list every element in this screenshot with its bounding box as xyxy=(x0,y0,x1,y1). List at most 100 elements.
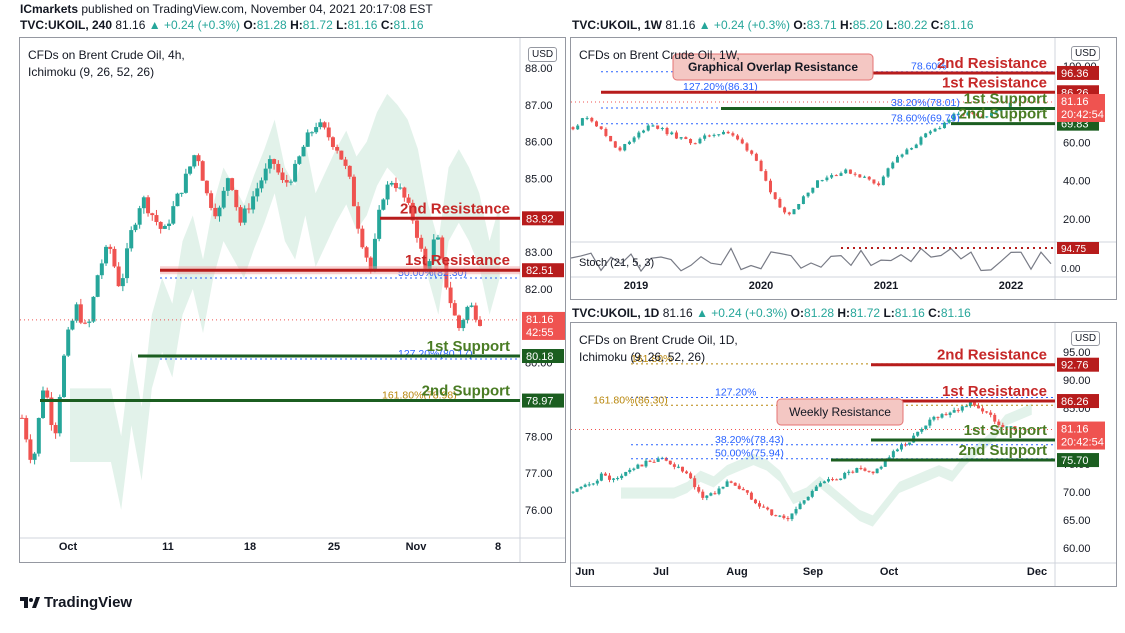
level-price-tag xyxy=(522,393,564,408)
candle-body xyxy=(213,207,218,217)
current-price-tag xyxy=(522,311,565,340)
currency-button[interactable]: USD xyxy=(528,47,558,62)
candle-body xyxy=(263,168,268,181)
level-label: 1st Resistance xyxy=(942,74,1047,91)
candle-body xyxy=(798,503,802,510)
chart-1d-canvas[interactable]: 95.0090.0085.0080.0075.0070.0065.0060.00… xyxy=(571,323,1116,586)
publisher-name: ICmarkets xyxy=(20,2,79,16)
candle-body xyxy=(895,156,899,163)
candle-body xyxy=(188,166,193,174)
candle-body xyxy=(587,484,591,486)
candle-body xyxy=(272,159,277,164)
candle-body xyxy=(335,146,340,151)
candle-body xyxy=(652,461,656,463)
x-tick-label: Dec xyxy=(1027,566,1047,578)
candle-body xyxy=(309,132,314,134)
level-label: 2nd Resistance xyxy=(937,55,1047,72)
candle-body xyxy=(444,258,449,288)
candle-body xyxy=(879,466,883,469)
candle-body xyxy=(419,237,424,249)
candle-body xyxy=(314,127,319,133)
candle-body xyxy=(368,257,373,271)
close-label: C: xyxy=(380,18,394,32)
candle-body xyxy=(616,478,620,480)
candle-body xyxy=(36,417,41,454)
high-label: H: xyxy=(840,18,853,32)
candle-body xyxy=(782,515,786,519)
currency-button[interactable]: USD xyxy=(1071,46,1101,61)
fib-label: 127.20%(86.31) xyxy=(683,81,758,93)
candle-body xyxy=(293,163,298,182)
candle-body xyxy=(960,406,964,411)
level-price-text: 75.70 xyxy=(1061,455,1089,467)
candle-body xyxy=(980,115,984,117)
candle-body xyxy=(802,500,806,504)
candle-body xyxy=(736,135,740,140)
candle-body xyxy=(221,190,226,208)
candle-body xyxy=(398,187,403,189)
tradingview-logo[interactable]: TradingView xyxy=(20,594,132,611)
candle-body xyxy=(680,466,684,472)
level-label: 1st Resistance xyxy=(405,252,510,269)
candle-body xyxy=(867,470,871,472)
candle-body xyxy=(668,460,672,465)
candle-body xyxy=(604,128,608,136)
candle-body xyxy=(847,471,851,473)
candle-body xyxy=(414,220,419,238)
candle-body xyxy=(924,425,928,429)
x-tick-label: 2022 xyxy=(999,280,1023,292)
candle-body xyxy=(924,133,928,138)
symbol-label[interactable]: TVC:UKOIL, 1W xyxy=(572,18,662,32)
chart-1w-canvas[interactable]: 100.0080.0060.0040.0020.0020192020202120… xyxy=(571,38,1116,299)
candle-body xyxy=(834,175,838,177)
currency-button[interactable]: USD xyxy=(1071,331,1101,346)
annotation-text: Weekly Resistance xyxy=(789,405,891,419)
candle-body xyxy=(137,208,142,225)
candle-body xyxy=(595,480,599,484)
chart-panel-1w[interactable]: 100.0080.0060.0040.0020.0020192020202120… xyxy=(570,37,1117,300)
candle-body xyxy=(835,479,839,481)
y-tick-label: 60.00 xyxy=(1063,543,1091,555)
candle-body xyxy=(385,184,390,200)
last-price: 81.16 xyxy=(115,18,146,32)
fib-label: 161.80%(78.98) xyxy=(382,390,457,402)
publish-text: published on TradingView.com, November 0… xyxy=(81,2,433,16)
candle-body xyxy=(701,491,705,498)
level-price-tag xyxy=(1057,65,1099,80)
candle-body xyxy=(318,122,323,128)
candle-body xyxy=(766,507,770,510)
symbol-label[interactable]: TVC:UKOIL, 1D xyxy=(572,306,660,320)
candle-body xyxy=(750,150,754,154)
candle-body xyxy=(57,396,62,434)
chart-panel-1d[interactable]: 95.0090.0085.0080.0075.0070.0065.0060.00… xyxy=(570,322,1117,587)
chart-4h-canvas[interactable]: 88.0087.0086.0085.0084.0083.0082.0081.00… xyxy=(20,38,565,562)
candle-body xyxy=(389,182,394,185)
y-tick-label: 87.00 xyxy=(525,100,553,112)
level-price-text: 86.26 xyxy=(1061,396,1089,408)
candle-body xyxy=(698,138,702,144)
candle-body xyxy=(749,492,753,500)
candle-body xyxy=(721,486,725,489)
candle-body xyxy=(427,261,432,269)
chart-panel-4h[interactable]: 88.0087.0086.0085.0084.0083.0082.0081.00… xyxy=(19,37,566,563)
candle-body xyxy=(956,410,960,412)
last-price: 81.16 xyxy=(665,18,696,32)
countdown-text: 20:42:54 xyxy=(1061,437,1104,449)
level-price-tag xyxy=(1057,394,1099,409)
candle-body xyxy=(91,296,96,322)
candle-body xyxy=(928,419,932,426)
symbol-label[interactable]: TVC:UKOIL, 240 xyxy=(20,18,113,32)
candle-body xyxy=(452,303,457,316)
x-tick-label: 2021 xyxy=(874,280,898,292)
y-tick-label: 40.00 xyxy=(1063,176,1091,188)
stoch-label: Stoch (21, 5, 3) xyxy=(579,257,654,269)
candle-body xyxy=(575,488,579,492)
candle-body xyxy=(971,112,975,114)
open-value: 83.71 xyxy=(806,18,837,32)
high-value: 85.20 xyxy=(852,18,883,32)
high-label: H: xyxy=(837,306,851,320)
candle-body xyxy=(717,134,721,136)
candle-body xyxy=(613,141,617,148)
candle-body xyxy=(112,248,117,267)
candle-body xyxy=(225,178,230,191)
